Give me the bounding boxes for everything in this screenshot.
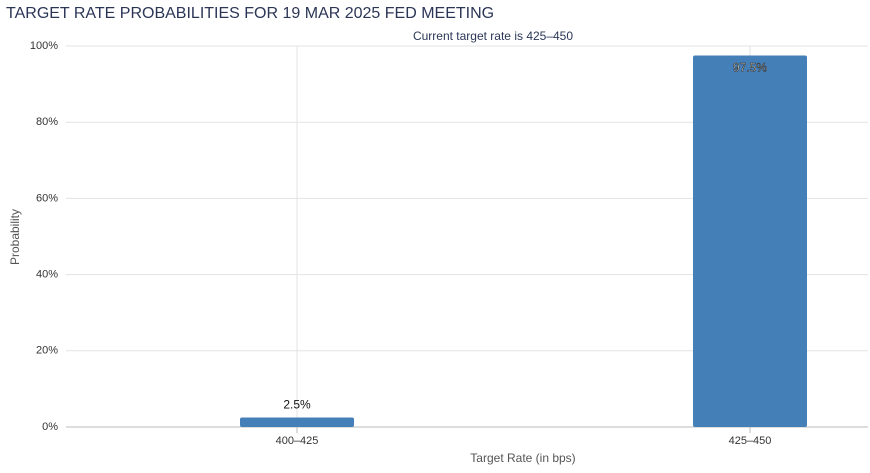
x-tick-label: 400–425	[276, 435, 319, 447]
y-tick-label: 40%	[36, 269, 58, 281]
y-tick-label: 80%	[36, 116, 58, 128]
chart-subtitle: Current target rate is 425–450	[413, 29, 573, 43]
y-tick-label: 0%	[42, 421, 58, 433]
y-tick-label: 100%	[30, 40, 58, 52]
chart-title: TARGET RATE PROBABILITIES FOR 19 MAR 202…	[6, 5, 494, 22]
x-tick-label: 425–450	[729, 435, 772, 447]
x-axis-title: Target Rate (in bps)	[470, 451, 575, 465]
data-label: 97.5%	[733, 61, 767, 75]
y-tick-label: 20%	[36, 345, 58, 357]
bar	[240, 417, 354, 427]
data-label: 2.5%	[283, 398, 311, 412]
bar	[693, 55, 807, 428]
y-tick-label: 60%	[36, 192, 58, 204]
y-axis-title: Probability	[8, 209, 22, 265]
